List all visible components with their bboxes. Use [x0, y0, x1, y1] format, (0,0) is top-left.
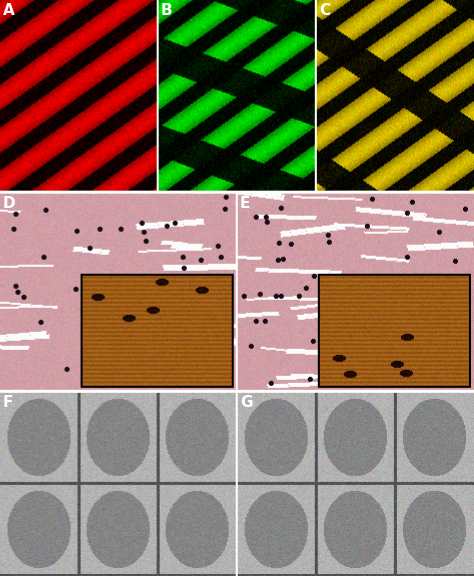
Text: B: B [161, 3, 173, 18]
Text: D: D [3, 196, 16, 211]
Text: F: F [3, 395, 13, 410]
Text: C: C [319, 3, 330, 18]
Text: G: G [240, 395, 253, 410]
Text: A: A [3, 3, 15, 18]
Text: E: E [240, 196, 250, 211]
